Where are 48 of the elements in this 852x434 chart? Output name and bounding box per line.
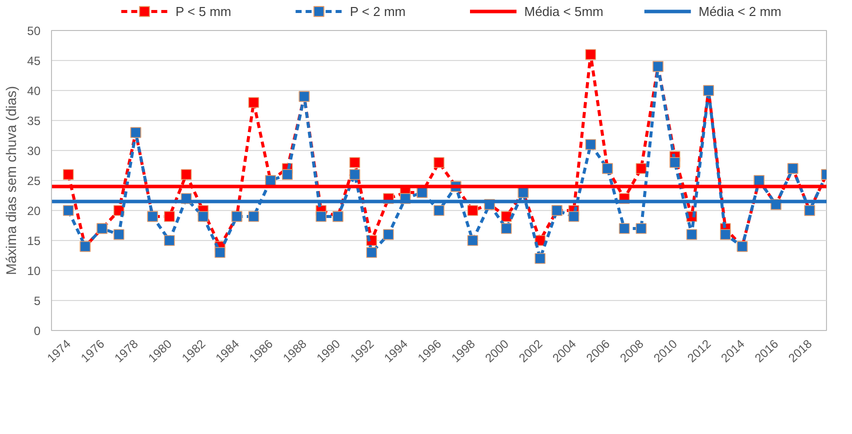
legend-label: Média < 5mm: [524, 4, 604, 19]
point: [164, 235, 175, 246]
point: [720, 229, 731, 240]
point: [585, 49, 596, 60]
point: [248, 211, 260, 222]
point: [349, 157, 360, 168]
y-axis-title: Máxima dias sem chuva (dias): [3, 86, 20, 276]
point: [366, 247, 378, 258]
y-tick-label: 30: [27, 144, 41, 158]
point: [636, 163, 647, 174]
point: [434, 205, 444, 216]
legend-label: Média < 2 mm: [698, 4, 782, 19]
legend-label: P < 2 mm: [350, 4, 406, 19]
point: [62, 205, 74, 216]
point: [686, 229, 698, 240]
y-tick-label: 40: [27, 84, 41, 98]
point: [180, 169, 192, 180]
point: [467, 235, 478, 246]
point: [534, 253, 546, 264]
point: [282, 169, 293, 180]
point: [669, 157, 680, 168]
legend-label: P < 5 mm: [176, 4, 232, 19]
y-tick-label: 20: [27, 204, 41, 218]
y-tick-label: 50: [27, 24, 41, 38]
point: [113, 229, 124, 240]
point: [568, 211, 580, 222]
point: [316, 211, 326, 222]
point: [500, 223, 512, 234]
point: [585, 139, 596, 150]
point: [214, 247, 226, 258]
point: [164, 211, 175, 222]
y-tick-label: 25: [27, 174, 41, 188]
point: [248, 97, 260, 108]
y-tick-label: 10: [27, 264, 41, 278]
point: [383, 229, 394, 240]
point: [500, 211, 512, 222]
y-tick-label: 35: [27, 114, 41, 128]
point: [198, 211, 209, 222]
y-tick-label: 45: [27, 54, 41, 68]
point: [636, 223, 647, 234]
y-tick-label: 0: [34, 324, 41, 338]
y-tick-label: 15: [27, 234, 41, 248]
point: [62, 169, 74, 180]
point: [467, 205, 478, 216]
point: [349, 169, 360, 180]
y-tick-label: 5: [34, 294, 41, 308]
point: [434, 157, 444, 168]
point: [618, 223, 630, 234]
